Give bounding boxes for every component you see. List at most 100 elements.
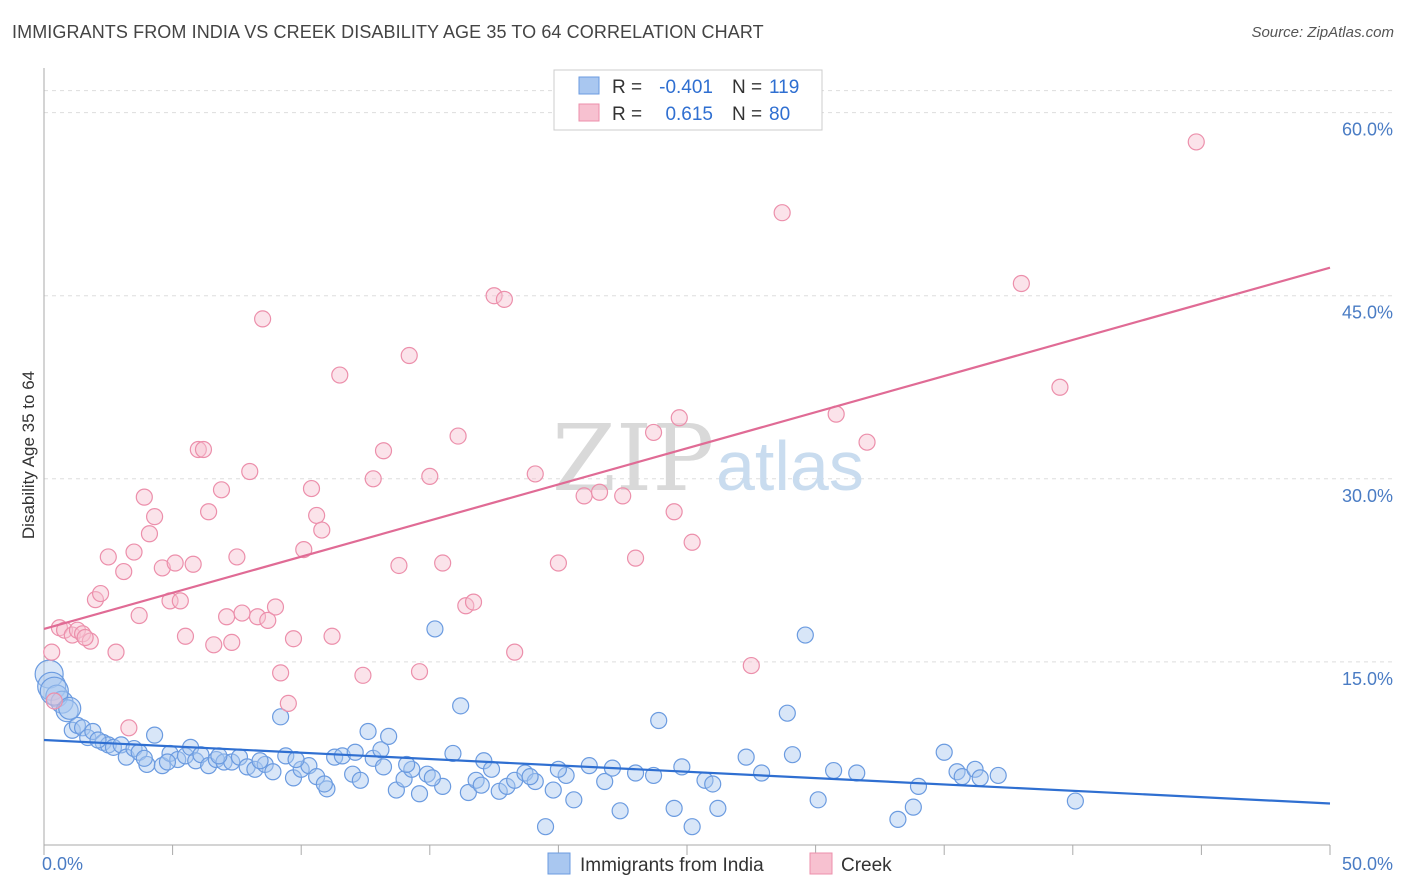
series-creek-points bbox=[43, 133, 1205, 737]
india-point bbox=[783, 746, 802, 764]
india-point bbox=[272, 708, 290, 726]
india-point bbox=[452, 697, 470, 715]
creek-point bbox=[205, 636, 223, 654]
india-point bbox=[825, 761, 843, 780]
creek-point bbox=[742, 656, 760, 675]
india-point bbox=[1066, 792, 1084, 810]
creek-point bbox=[153, 559, 171, 577]
creek-point bbox=[212, 481, 231, 499]
creek-point bbox=[526, 465, 544, 483]
legend-india-n-value: 119 bbox=[769, 77, 799, 98]
india-point bbox=[626, 764, 645, 782]
legend: R = -0.401 N = 119 R = 0.615 N = 80 bbox=[553, 69, 823, 131]
india-point bbox=[145, 726, 164, 744]
creek-point bbox=[130, 606, 148, 625]
india-point bbox=[89, 731, 107, 749]
creek-point bbox=[115, 562, 133, 581]
creek-point bbox=[323, 627, 341, 645]
india-point bbox=[521, 768, 539, 786]
india-point bbox=[264, 763, 282, 781]
legend-india-swatch bbox=[578, 76, 600, 95]
india-point bbox=[73, 719, 92, 737]
india-point bbox=[398, 755, 416, 774]
creek-point bbox=[254, 310, 272, 328]
india-point bbox=[467, 771, 485, 789]
watermark-atlas: atlas bbox=[716, 427, 864, 505]
india-point bbox=[650, 711, 668, 730]
creek-point bbox=[590, 483, 609, 501]
creek-point bbox=[125, 543, 143, 561]
creek-point bbox=[140, 525, 159, 543]
creek-point bbox=[184, 555, 202, 573]
india-point bbox=[135, 749, 153, 767]
creek-point bbox=[1187, 133, 1205, 151]
india-point bbox=[665, 799, 683, 817]
creek-point bbox=[302, 479, 321, 498]
y-tick-label: 15.0% bbox=[1342, 669, 1393, 689]
creek-point bbox=[506, 643, 524, 661]
india-point bbox=[315, 775, 333, 793]
india-point bbox=[909, 777, 928, 796]
creek-point bbox=[228, 548, 246, 566]
india-point bbox=[372, 741, 390, 759]
india-point bbox=[904, 798, 922, 816]
bottom-legend-india-swatch bbox=[547, 852, 571, 875]
watermark-zip: ZIP bbox=[552, 405, 714, 512]
india-point bbox=[809, 791, 827, 809]
india-point bbox=[251, 752, 269, 770]
creek-point bbox=[683, 533, 701, 551]
india-point bbox=[210, 747, 228, 765]
creek-point bbox=[773, 204, 791, 222]
legend-creek-swatch bbox=[578, 103, 600, 122]
legend-creek-n-value: 80 bbox=[769, 104, 790, 125]
india-point bbox=[683, 818, 701, 836]
creek-point bbox=[308, 506, 326, 525]
india-point bbox=[889, 810, 907, 828]
creek-point bbox=[171, 592, 189, 610]
india-point bbox=[596, 772, 614, 791]
creek-point bbox=[259, 611, 277, 630]
creek-point bbox=[135, 488, 153, 506]
creek-point bbox=[76, 628, 94, 647]
legend-creek-n-label: N = bbox=[732, 104, 762, 125]
creek-point bbox=[549, 554, 568, 572]
india-point bbox=[536, 818, 555, 836]
creek-point bbox=[331, 366, 349, 384]
bottom-legend-creek-swatch bbox=[809, 852, 833, 875]
india-point bbox=[752, 764, 771, 782]
india-point bbox=[423, 769, 441, 787]
india-point bbox=[966, 760, 984, 778]
series-india-points bbox=[34, 620, 1084, 836]
creek-point bbox=[665, 503, 683, 521]
india-point bbox=[709, 799, 727, 817]
india-point bbox=[403, 760, 421, 778]
creek-point bbox=[464, 593, 483, 611]
india-point bbox=[644, 766, 663, 785]
india-point bbox=[459, 783, 477, 802]
creek-point bbox=[99, 548, 117, 566]
creek-point bbox=[400, 346, 418, 365]
legend-creek-r-value: 0.615 bbox=[665, 104, 713, 125]
creek-point bbox=[279, 694, 297, 713]
bottom-legend-creek-label: Creek bbox=[841, 855, 892, 876]
creek-point bbox=[107, 643, 125, 661]
creek-point bbox=[241, 462, 259, 481]
india-point bbox=[565, 791, 583, 809]
india-point bbox=[549, 760, 568, 778]
creek-point bbox=[1051, 378, 1069, 396]
india-point bbox=[444, 744, 462, 763]
india-point bbox=[526, 772, 544, 791]
creek-point bbox=[390, 556, 408, 575]
bottom-legend-india-label: Immigrants from India bbox=[580, 855, 764, 876]
creek-point bbox=[223, 633, 241, 651]
india-point bbox=[158, 753, 177, 771]
india-point bbox=[359, 722, 377, 741]
creek-point bbox=[374, 442, 393, 460]
creek-point bbox=[266, 598, 285, 616]
creek-point bbox=[858, 433, 876, 451]
y-axis-title: Disability Age 35 to 64 bbox=[19, 371, 38, 539]
axes bbox=[43, 68, 1331, 855]
bottom-legend: Immigrants from India Creek bbox=[547, 852, 892, 876]
creek-point bbox=[1012, 274, 1030, 293]
india-point bbox=[374, 758, 393, 776]
